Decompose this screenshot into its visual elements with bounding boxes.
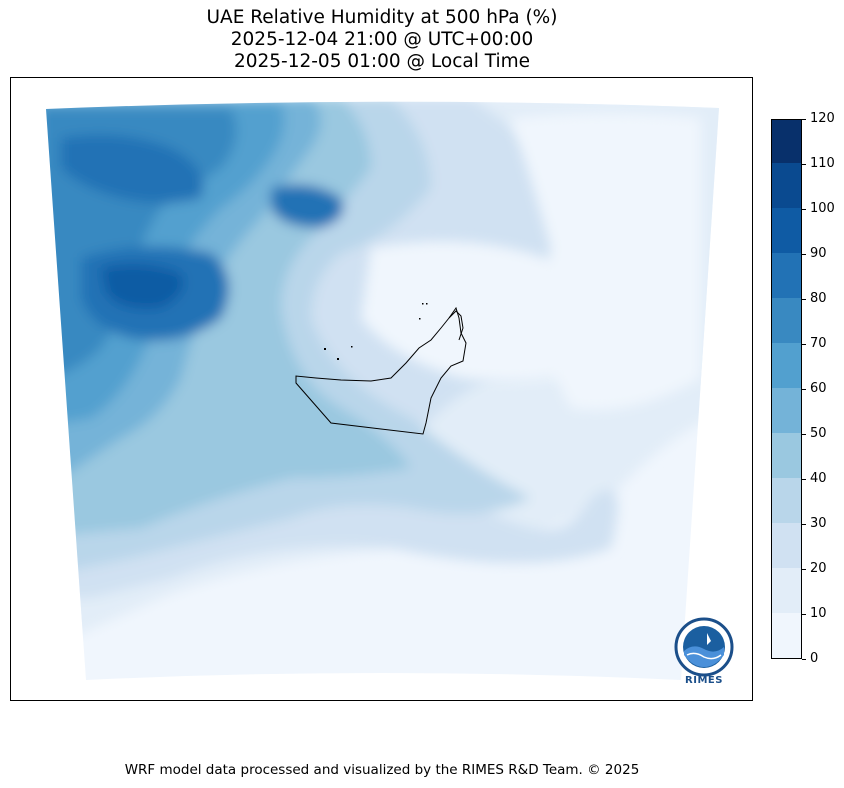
colorbar-tick-mark <box>802 568 806 570</box>
colorbar-tick-label: 110 <box>810 156 835 171</box>
colorbar-segment <box>772 522 801 568</box>
colorbar-tick-mark <box>802 523 806 525</box>
colorbar-segment <box>772 162 801 208</box>
chart-title: UAE Relative Humidity at 500 hPa (%) 202… <box>0 7 764 73</box>
colorbar-tick-mark <box>802 298 806 300</box>
rimes-logo-emblem <box>674 617 734 677</box>
colorbar-tick-label: 30 <box>810 516 827 531</box>
title-utc-time: 2025-12-04 21:00 @ UTC+00:00 <box>230 29 534 50</box>
colorbar-tick-label: 20 <box>810 561 827 576</box>
rimes-logo: RIMES <box>673 617 735 691</box>
colorbar-tick-mark <box>802 208 806 210</box>
colorbar-tick-mark <box>802 658 806 660</box>
colorbar-tick-mark <box>802 343 806 345</box>
colorbar <box>771 119 802 659</box>
colorbar-segment <box>772 432 801 478</box>
colorbar-segment <box>772 342 801 388</box>
title-local-time: 2025-12-05 01:00 @ Local Time <box>233 51 531 72</box>
map-panel: RIMES <box>10 77 753 701</box>
colorbar-segment <box>772 297 801 343</box>
colorbar-tick-mark <box>802 388 806 390</box>
humidity-map <box>46 101 719 681</box>
colorbar-tick-label: 60 <box>810 381 827 396</box>
colorbar-segment <box>772 387 801 433</box>
colorbar-tick-label: 90 <box>810 246 827 261</box>
colorbar-tick-mark <box>802 433 806 435</box>
colorbar-tick-mark <box>802 118 806 120</box>
footer-credit: WRF model data processed and visualized … <box>124 762 640 778</box>
colorbar-tick-label: 0 <box>810 651 819 666</box>
colorbar-segment <box>772 252 801 298</box>
colorbar-segment <box>772 567 801 613</box>
colorbar-tick-mark <box>802 613 806 615</box>
colorbar-tick-label: 70 <box>810 336 827 351</box>
colorbar-segment <box>772 207 801 253</box>
uae-islands <box>324 303 428 360</box>
colorbar-tick-mark <box>802 478 806 480</box>
title-main: UAE Relative Humidity at 500 hPa (%) <box>206 7 558 28</box>
rimes-logo-text: RIMES <box>685 675 723 686</box>
colorbar-tick-label: 120 <box>810 111 835 126</box>
colorbar-tick-label: 100 <box>810 201 835 216</box>
colorbar-tick-label: 80 <box>810 291 827 306</box>
colorbar-tick-mark <box>802 253 806 255</box>
colorbar-segment <box>772 612 801 658</box>
colorbar-tick-label: 50 <box>810 426 827 441</box>
humidity-field <box>46 101 719 681</box>
colorbar-tick-mark <box>802 163 806 165</box>
colorbar-segment <box>772 120 801 163</box>
colorbar-tick-label: 40 <box>810 471 827 486</box>
colorbar-tick-label: 10 <box>810 606 827 621</box>
uae-border <box>295 306 467 435</box>
colorbar-segment <box>772 477 801 523</box>
